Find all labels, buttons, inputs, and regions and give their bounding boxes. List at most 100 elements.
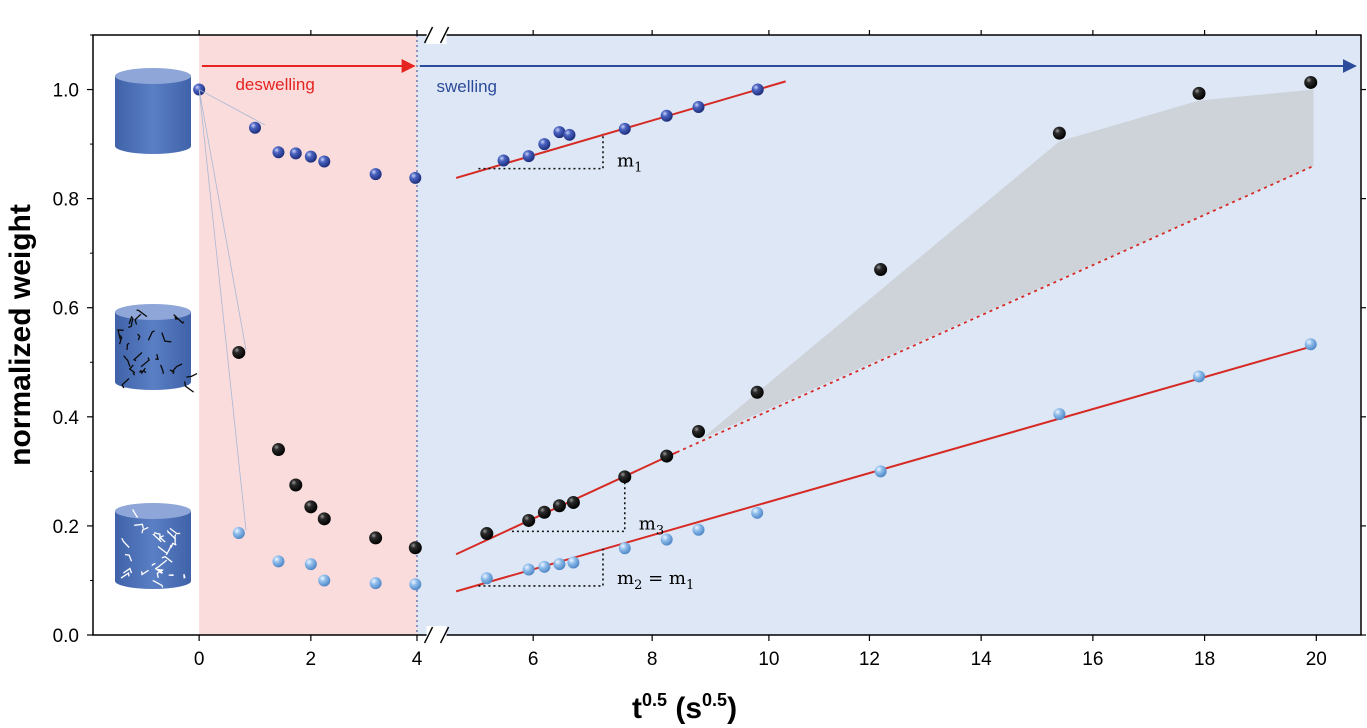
data-point	[522, 150, 535, 163]
data-point	[538, 138, 551, 151]
axes: 0 2 4 6 8 10 12 14 16 18 20 0.0 0.2 0.4 0.6 0.8 1.0	[53, 26, 1366, 670]
region-label-swelling: swelling	[437, 77, 497, 96]
cylinder-top	[115, 68, 191, 84]
series-black	[232, 75, 1318, 555]
data-point	[317, 512, 331, 526]
data-point	[618, 122, 631, 135]
data-point	[751, 506, 764, 519]
data-point	[304, 500, 318, 514]
white-cracked-cylinder-icon	[115, 503, 191, 589]
axis-break-gap	[426, 626, 447, 644]
data-point	[272, 146, 285, 159]
data-point	[618, 542, 631, 555]
x-tick-label: 12	[859, 649, 880, 670]
axis-break-mark	[439, 26, 450, 44]
data-point	[538, 560, 551, 573]
y-axis-label: normalized weight	[4, 204, 37, 466]
slope-triangle-m2	[478, 548, 604, 587]
x-tick-label: 2	[306, 649, 317, 670]
data-point	[566, 495, 580, 509]
slope-triangle-m1	[478, 133, 604, 170]
x-tick-label: 14	[971, 649, 993, 670]
x-tick-label: 4	[412, 649, 423, 670]
cylinder-top	[115, 304, 191, 320]
axis-break-mark	[423, 626, 434, 644]
data-point	[271, 443, 285, 457]
x-label-unit-close: )	[727, 692, 737, 725]
y-tick-label: 0.4	[53, 408, 80, 429]
x-tick-label: 20	[1306, 649, 1327, 670]
data-point	[480, 572, 493, 585]
series-dark-blue	[193, 83, 764, 184]
cylinder-body	[115, 312, 191, 390]
x-label-base: t	[632, 692, 642, 725]
data-point	[618, 470, 632, 484]
data-point	[537, 505, 551, 519]
slope-label-m3: m3	[639, 513, 664, 538]
black-cracked-cylinder-icon	[115, 304, 198, 393]
data-point	[660, 109, 673, 122]
data-point	[480, 527, 494, 541]
data-point	[660, 449, 674, 463]
data-point	[318, 574, 331, 587]
data-point	[563, 128, 576, 141]
slope-label-m2: m2 = m1	[617, 568, 694, 593]
data-point	[660, 533, 673, 546]
x-axis-label: t0.5 (s0.5)	[632, 690, 737, 725]
slope-label-m1: m1	[617, 151, 642, 176]
region-deswelling	[199, 35, 417, 635]
data-point	[874, 465, 887, 478]
y-tick-label: 0.2	[53, 517, 79, 538]
axis-break-mark	[439, 626, 450, 644]
data-point	[692, 523, 705, 536]
data-point	[1053, 408, 1066, 421]
x-tick-label: 0	[194, 649, 205, 670]
data-point	[248, 121, 261, 134]
data-point	[272, 555, 285, 568]
data-point	[522, 513, 536, 527]
data-point	[232, 527, 245, 539]
x-tick-label: 18	[1194, 649, 1215, 670]
x-label-unit-open: (s	[667, 692, 702, 725]
x-tick-label: 10	[758, 649, 779, 670]
shaded-region-excess-swelling	[701, 89, 1314, 439]
y-tick-label: 0.0	[53, 626, 79, 647]
data-point	[750, 385, 764, 399]
data-point	[553, 126, 566, 139]
cylinder-cracks	[117, 309, 198, 393]
plot-frame	[92, 34, 1362, 636]
data-point	[318, 155, 331, 168]
data-point	[369, 531, 383, 545]
data-point	[553, 558, 566, 571]
data-point	[369, 577, 382, 590]
data-point	[567, 556, 580, 569]
data-point	[408, 541, 422, 555]
axis-break-gap	[426, 26, 447, 44]
fit-m3	[455, 451, 678, 556]
data-point	[369, 168, 382, 181]
series-light-blue	[232, 338, 1317, 591]
axis-break-mark	[423, 26, 434, 44]
x-label-unit-sup: 0.5	[702, 690, 727, 710]
icon-connector	[198, 89, 247, 351]
cylinder-body	[115, 511, 191, 589]
data-point	[497, 154, 510, 167]
y-tick-label: 0.6	[53, 299, 79, 320]
data-point	[1304, 75, 1318, 89]
x-label-sup: 0.5	[642, 690, 667, 710]
shade-layer	[701, 89, 1314, 439]
data-point	[409, 171, 422, 184]
data-point	[751, 83, 764, 96]
data-point	[522, 563, 535, 576]
cylinder-top	[115, 503, 191, 519]
fit-m3-extrapolated	[676, 165, 1314, 454]
y-tick-label: 1.0	[53, 81, 79, 102]
region-label-deswelling: deswelling	[235, 75, 314, 94]
data-point	[552, 499, 566, 513]
x-tick-label: 16	[1082, 649, 1103, 670]
data-point	[1304, 338, 1317, 351]
data-point	[1193, 370, 1206, 383]
data-point	[289, 147, 302, 160]
data-point	[289, 478, 303, 492]
